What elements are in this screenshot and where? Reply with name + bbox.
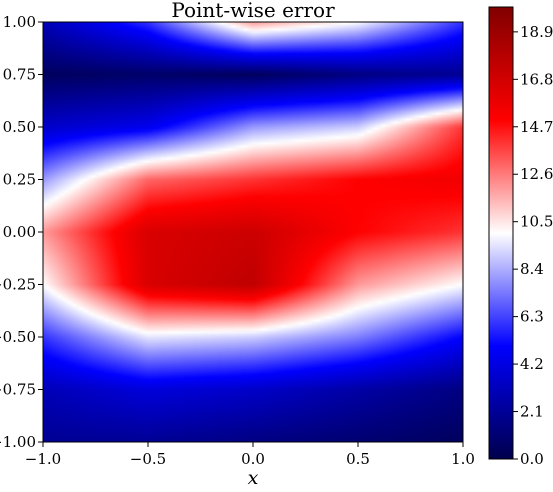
chart-title: Point-wise error	[171, 0, 335, 22]
heatmap-image	[43, 22, 463, 442]
colorbar-tick-label: 14.7	[520, 118, 553, 136]
y-tick-label: −0.25	[0, 276, 36, 294]
y-tick-label: 0.50	[3, 118, 36, 136]
colorbar-tick-label: 18.9	[520, 23, 553, 41]
y-tick-label: −0.75	[0, 381, 36, 399]
colorbar-tick-label: 10.5	[520, 213, 553, 231]
y-tick-label: 0.25	[3, 171, 36, 189]
colorbar-tick-label: 12.6	[520, 165, 553, 183]
colorbar	[488, 6, 514, 460]
colorbar-axis: 0.0 2.1 4.2 6.3 8.4 10.5 12.6 14.7 16.8 18.9	[513, 23, 553, 468]
colorbar-tick-label: 4.2	[520, 355, 544, 373]
y-tick-label: −1.00	[0, 433, 36, 451]
x-tick-label: 0.5	[346, 450, 370, 468]
colorbar-tick-label: 16.8	[520, 70, 553, 88]
colorbar-tick-label: 2.1	[520, 403, 544, 421]
y-tick-label: 0.75	[3, 66, 36, 84]
x-tick-label: 1.0	[451, 450, 475, 468]
x-tick-label: −1.0	[25, 450, 61, 468]
y-tick-label: 1.00	[3, 13, 36, 31]
heatmap-area	[43, 22, 463, 442]
y-axis: 1.00 0.75 0.50 0.25 0.00 −0.25 −0.50 −0.75 −1.00	[0, 13, 43, 451]
x-axis-label: x	[248, 467, 259, 488]
x-axis: −1.0 −0.5 0.0 0.5 1.0	[25, 442, 475, 468]
colorbar-tick-label: 6.3	[520, 308, 544, 326]
colorbar-tick-label: 8.4	[520, 260, 544, 278]
x-tick-label: −0.5	[130, 450, 166, 468]
colorbar-tick-label: 0.0	[520, 450, 544, 468]
y-tick-label: −0.50	[0, 328, 36, 346]
y-tick-label: 0.00	[3, 223, 36, 241]
x-tick-label: 0.0	[241, 450, 265, 468]
